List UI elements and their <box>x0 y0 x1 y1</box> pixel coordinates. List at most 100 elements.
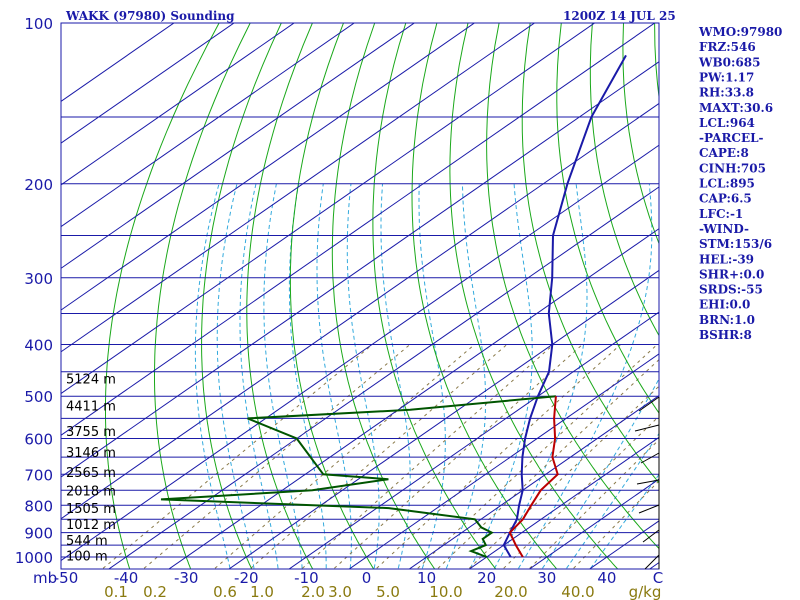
mixing-ratio-line <box>468 385 659 569</box>
moist-adiabat-line <box>316 183 352 569</box>
dry-adiabats <box>105 0 800 579</box>
moist-adiabat-line <box>469 183 533 569</box>
pressure-tick-label: 1000 <box>15 549 53 567</box>
pressure-tick-label: 100 <box>24 15 53 33</box>
mixing-ratio-tick-label: 1.0 <box>250 583 274 600</box>
moist-adiabat-line <box>542 377 659 569</box>
isotherm-line <box>168 228 659 569</box>
mixing-ratio-line <box>302 344 555 569</box>
mixing-ratio-line <box>573 480 659 569</box>
isotherm-line <box>107 186 659 569</box>
height-label: 5124 m <box>66 373 116 388</box>
mixing-ratio-tick-label: 10.0 <box>429 583 462 600</box>
isotherm-line <box>61 23 356 228</box>
mixing-ratio-tick-label: 40.0 <box>561 583 594 600</box>
sounding-profiles <box>160 54 627 558</box>
mixing-ratio-tick-label: 0.2 <box>143 583 167 600</box>
mixing-ratio-line <box>529 438 659 569</box>
stability-index-item: WB0:685 <box>698 55 760 69</box>
isotherm-line <box>61 23 596 395</box>
isotherm-line <box>61 23 656 436</box>
temperature-tick-label: 10 <box>417 569 436 587</box>
isotherms <box>61 23 659 569</box>
stability-index-item: MAXT:30.6 <box>699 101 773 115</box>
height-label: 4411 m <box>66 400 116 415</box>
dry-adiabat-line <box>246 23 314 569</box>
isotherm-line <box>61 102 659 520</box>
stability-index-item: CAPE:8 <box>699 146 749 160</box>
dry-adiabat-line <box>105 23 220 569</box>
stability-index-item: HEL:-39 <box>699 252 754 266</box>
moist-adiabat-line <box>216 183 255 569</box>
mixing-ratio-lines <box>102 344 659 569</box>
pressure-unit-label: mb <box>33 569 57 587</box>
moist-adiabat-line <box>380 183 411 569</box>
height-label: 2018 m <box>66 485 116 500</box>
isotherm-line <box>61 23 235 144</box>
height-label: 3755 m <box>66 425 116 440</box>
isotherm-line <box>61 23 175 102</box>
height-label: 2565 m <box>66 466 116 481</box>
moist-adiabat-line <box>445 183 487 569</box>
temperature-tick-label: -10 <box>294 569 319 587</box>
stability-index-item: EHI:0.0 <box>699 298 750 312</box>
dry-adiabat-line <box>411 23 558 569</box>
dry-adiabat-line <box>776 0 800 579</box>
isotherm-line <box>288 311 659 569</box>
temperature-profile-line <box>502 54 627 558</box>
isotherm-line <box>61 23 416 269</box>
mixing-ratio-tick-label: 2.0 <box>301 583 325 600</box>
pressure-tick-label: 500 <box>24 388 53 406</box>
wind-barb <box>634 424 660 432</box>
isotherm-line <box>61 144 659 562</box>
temperature-tick-label: 40 <box>597 569 616 587</box>
pressure-tick-label: 700 <box>24 466 53 484</box>
moist-adiabat-line <box>288 183 327 569</box>
dry-adiabat-line <box>486 23 659 550</box>
plot-frame <box>60 22 660 570</box>
isotherm-line <box>348 353 659 569</box>
temperature-tick-label: -40 <box>114 569 139 587</box>
isotherm-line <box>61 23 295 186</box>
height-label: 1012 m <box>66 518 116 533</box>
stability-index-item: WMO:97980 <box>698 25 782 39</box>
dewpoint-profile-line <box>160 395 556 558</box>
stability-index-item: SHR+:0.0 <box>699 267 764 281</box>
stability-index-item: STM:153/6 <box>699 237 772 251</box>
moist-adiabat-line <box>346 183 380 569</box>
stability-index-item: -PARCEL- <box>699 131 764 145</box>
mixing-ratio-tick-label: 0.1 <box>104 583 128 600</box>
temperature-tick-label: -30 <box>174 569 199 587</box>
mixing-ratio-line <box>376 344 621 569</box>
dry-adiabat-line <box>589 23 659 337</box>
chart-title: WAKK (97980) Sounding <box>65 9 235 23</box>
isotherm-line <box>61 61 659 478</box>
stability-index-item: -WIND- <box>699 222 749 236</box>
pressure-tick-label: 200 <box>24 176 53 194</box>
dry-adiabat-line <box>521 23 659 484</box>
temperature-tick-label: -20 <box>234 569 259 587</box>
wind-barbs <box>634 396 660 570</box>
isotherm-line <box>61 23 536 353</box>
mixing-ratio-line <box>334 344 583 569</box>
isotherm-line <box>468 436 659 569</box>
mixing-ratio-tick-label: 5.0 <box>376 583 400 600</box>
pressure-tick-label: 300 <box>24 270 53 288</box>
mixing-ratio-line <box>417 344 658 569</box>
moist-adiabat-line <box>518 183 653 569</box>
isotherm-line <box>228 269 659 569</box>
stability-index-item: BSHR:8 <box>699 328 752 342</box>
mixing-ratio-tick-label: 20.0 <box>494 583 527 600</box>
mixing-ratio-line <box>143 344 411 569</box>
pressure-tick-label: 600 <box>24 431 53 449</box>
parcel-profile-line <box>508 396 559 558</box>
mixing-ratio-line <box>250 344 508 569</box>
temperature-tick-label: 0 <box>362 569 372 587</box>
moist-adiabat-line <box>263 183 303 569</box>
dry-adiabat-line <box>372 23 497 569</box>
moist-adiabat-line <box>493 183 588 569</box>
mixing-ratio-line <box>102 344 373 569</box>
mixing-ratio-tick-label: 0.6 <box>213 583 237 600</box>
stability-index-item: CAP:6.5 <box>699 192 752 206</box>
